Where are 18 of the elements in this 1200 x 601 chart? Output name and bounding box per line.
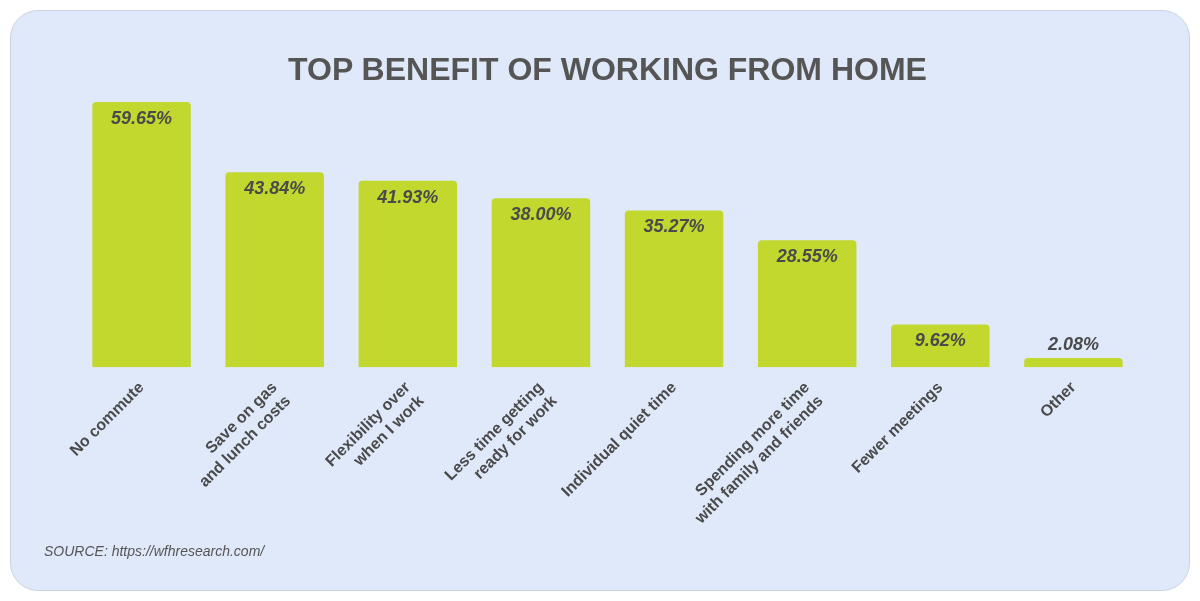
bar bbox=[491, 198, 591, 368]
bar bbox=[92, 101, 191, 368]
data-label: 2.08% bbox=[1046, 333, 1099, 354]
data-label: 35.27% bbox=[643, 216, 705, 237]
data-label: 43.84% bbox=[243, 178, 306, 199]
bar bbox=[1024, 358, 1123, 368]
data-label: 41.93% bbox=[376, 186, 439, 207]
bar bbox=[225, 172, 324, 368]
bar bbox=[624, 210, 724, 368]
bar bbox=[358, 180, 458, 368]
data-label: 9.62% bbox=[914, 330, 966, 351]
data-label: 28.55% bbox=[775, 246, 838, 267]
chart-title: TOP BENEFIT OF WORKING FROM HOME bbox=[288, 51, 927, 88]
data-label: 59.65% bbox=[111, 107, 173, 128]
bar bbox=[757, 240, 857, 368]
bar bbox=[891, 324, 990, 368]
data-label: 38.00% bbox=[510, 204, 572, 225]
source-note: SOURCE: https://wfhresearch.com/ bbox=[44, 543, 267, 559]
